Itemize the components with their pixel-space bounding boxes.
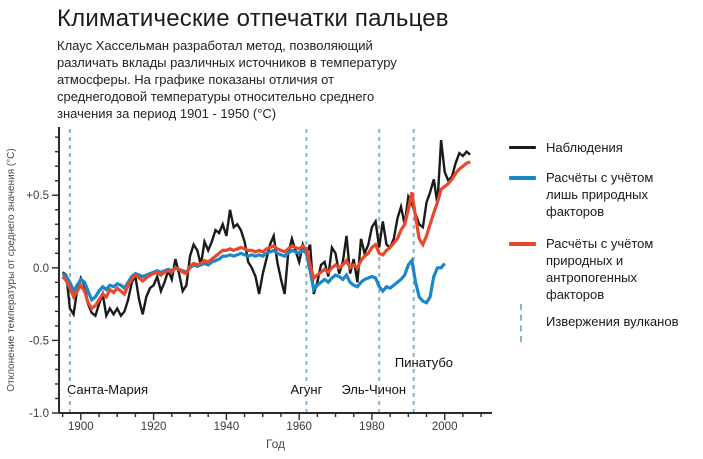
chart-title: Климатические отпечатки пальцев <box>57 5 449 32</box>
legend-item-volcanic-eruptions: Извержения вулканов <box>509 304 701 342</box>
legend-label-line: лишь природных <box>546 187 648 202</box>
legend-label-line: Расчёты с учётом <box>546 170 654 185</box>
y-tick-label: 0.0 <box>33 263 49 275</box>
x-tick-label: 1960 <box>286 421 312 433</box>
legend-label-line: антропогенных <box>546 270 637 285</box>
legend-swatch-dashed-line-icon <box>520 304 522 342</box>
legend-label-line: Извержения вулканов <box>546 314 679 329</box>
chart-subtitle: Клаус Хассельман разработал метод, позво… <box>57 37 397 122</box>
legend-label-line: факторов <box>546 204 605 219</box>
x-tick-label: 1940 <box>214 421 240 433</box>
y-tick-label: -1.0 <box>29 408 49 420</box>
chart-subtitle-line: среднегодовой температуры относительно с… <box>57 89 375 104</box>
legend-item-observations: Наблюдения <box>509 139 701 156</box>
legend-label-line: Наблюдения <box>546 140 623 155</box>
legend-item-label: Расчёты с учётом природных и антропогенных… <box>546 235 701 303</box>
legend-swatch-column <box>509 169 546 180</box>
x-tick-label: 2000 <box>432 421 458 433</box>
legend-swatch-column <box>509 139 546 149</box>
y-tick-label: +0.5 <box>26 190 49 202</box>
x-axis-title: Год <box>266 437 285 451</box>
legend-item-natural-only: Расчёты с учётом лишь природных факторов <box>509 169 701 220</box>
legend-swatch-line-icon <box>509 242 536 246</box>
legend-label-line: природных и <box>546 253 624 268</box>
x-tick-label: 1900 <box>68 421 94 433</box>
legend-item-natural-anthropogenic: Расчёты с учётом природных и антропогенных… <box>509 235 701 303</box>
legend-item-label: Наблюдения <box>546 139 701 156</box>
legend-swatch-column <box>509 304 546 342</box>
legend-label-line: факторов <box>546 287 605 302</box>
volcano-label-santa-maria: Санта-Мария <box>67 382 148 397</box>
chart-subtitle-line: различать вклады различных источников в … <box>57 55 397 70</box>
series-natural-only-line <box>61 248 446 305</box>
y-tick-label: -0.5 <box>29 335 49 347</box>
chart-subtitle-line: значения за период 1901 - 1950 (°C) <box>57 106 277 121</box>
chart-legend: Наблюдения Расчёты с учётом лишь природных… <box>509 139 701 342</box>
legend-item-label: Расчёты с учётом лишь природных факторов <box>546 169 701 220</box>
volcano-label-el-chichon: Эль-Чичон <box>341 382 406 397</box>
legend-swatch-line-icon <box>509 146 536 149</box>
chart-subtitle-line: Клаус Хассельман разработал метод, позво… <box>57 38 373 53</box>
volcano-label-pinatubo: Пинатубо <box>395 355 453 370</box>
x-tick-label: 1920 <box>141 421 167 433</box>
legend-swatch-column <box>509 235 546 246</box>
legend-item-label: Извержения вулканов <box>546 313 701 330</box>
legend-swatch-line-icon <box>509 176 536 180</box>
chart-subtitle-line: атмосферы. На графике показаны отличия о… <box>57 72 335 87</box>
y-axis-title: Отклонение температуры от среднего значе… <box>6 148 17 391</box>
volcano-label-agung: Агунг <box>291 382 323 397</box>
legend-label-line: Расчёты с учётом <box>546 236 654 251</box>
series-natural-anthropogenic-line <box>61 160 471 311</box>
series-observations-line <box>61 139 471 320</box>
x-tick-label: 1980 <box>359 421 385 433</box>
